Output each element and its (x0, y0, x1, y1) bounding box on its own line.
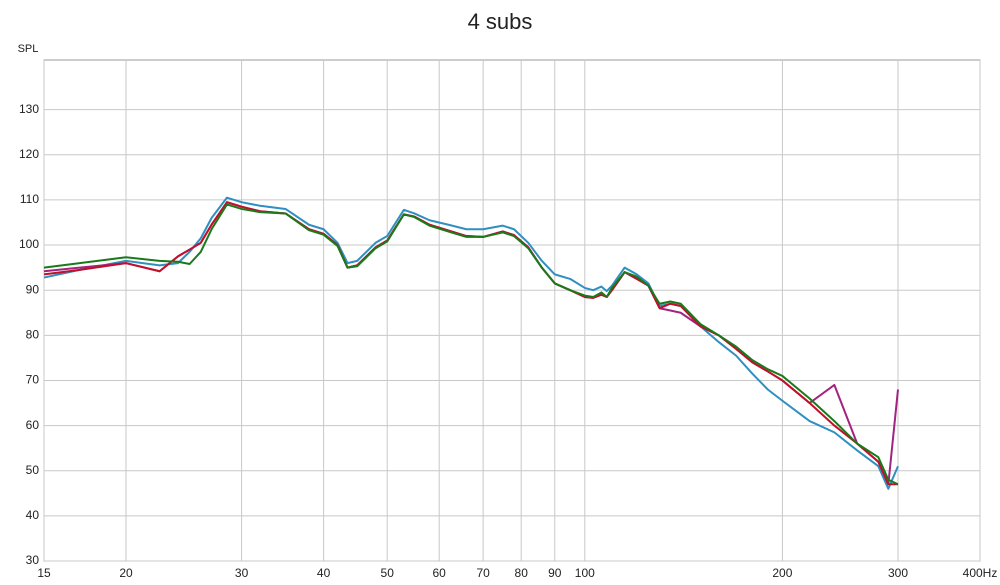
y-tick-label: 70 (26, 373, 40, 387)
x-tick-label: 80 (515, 566, 529, 580)
y-tick-label: 30 (26, 553, 40, 567)
y-tick-label: 50 (26, 463, 40, 477)
y-tick-label: 100 (19, 237, 39, 251)
series-line (43, 203, 899, 486)
x-tick-label: 300 (888, 566, 908, 580)
x-tick-label: 60 (433, 566, 447, 580)
y-tick-label: 80 (26, 327, 40, 341)
x-tick-label: 50 (381, 566, 395, 580)
x-tick-label: 400Hz (963, 566, 998, 580)
y-tick-label: 130 (19, 102, 39, 116)
series-line (43, 196, 899, 490)
x-tick-label: 90 (548, 566, 562, 580)
x-tick-label: 30 (235, 566, 249, 580)
x-tick-label: 200 (772, 566, 792, 580)
x-tick-label: 20 (119, 566, 133, 580)
y-tick-label: 90 (26, 282, 40, 296)
x-tick-label: 40 (317, 566, 331, 580)
x-tick-label: 100 (575, 566, 595, 580)
chart-title: 4 subs (468, 9, 533, 34)
y-axis-label: SPL (18, 43, 39, 55)
y-tick-label: 110 (20, 192, 39, 206)
x-tick-label: 70 (476, 566, 490, 580)
y-tick-label: 40 (26, 508, 40, 522)
y-tick-label: 120 (19, 147, 39, 161)
x-tick-label: 15 (37, 566, 51, 580)
y-tick-label: 60 (26, 418, 40, 432)
